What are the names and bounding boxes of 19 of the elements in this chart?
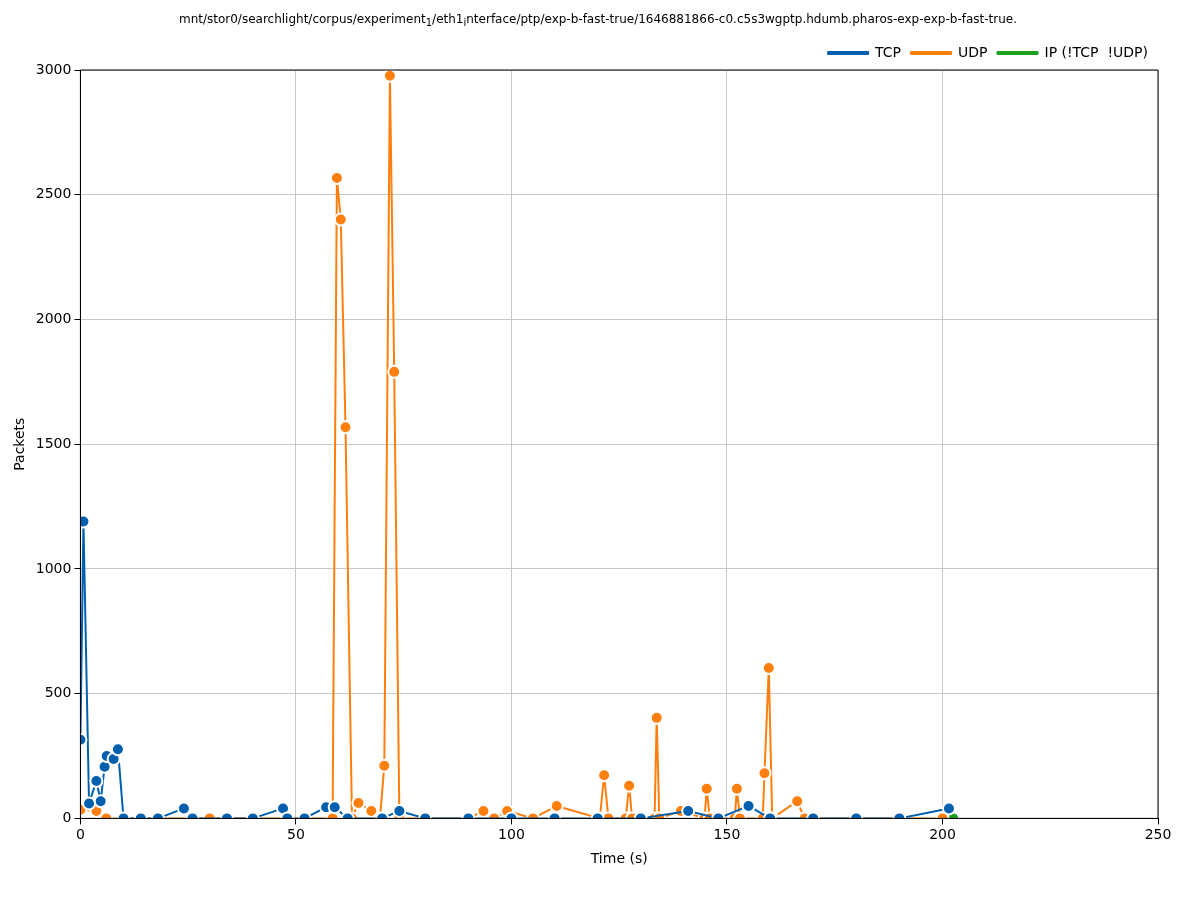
- x-tick-label: 250: [1144, 826, 1172, 843]
- y-tick-label: 1500: [35, 435, 72, 452]
- y-tick-label: 2000: [35, 310, 72, 327]
- x-tick-label: 150: [713, 826, 741, 843]
- x-tick-label: 50: [287, 826, 305, 843]
- x-tick-label: 100: [498, 826, 525, 843]
- chart-title: mnt/stor0/searchlight/corpus/experiment$_{1}$/eth1$_{i}$nterface/ptp/exp-b-fast-true/1646881866-c0.c5s3wgptp.hdumb.pharos-exp-exp-b-fast-true.: [177, 11, 1019, 31]
- y-axis-title: Packets: [11, 418, 28, 472]
- x-axis-title: Time (s): [589, 850, 648, 867]
- legend-label: IP (!TCP !UDP): [1044, 44, 1149, 61]
- y-tick-label: 3000: [35, 61, 72, 78]
- y-tick-label: 1000: [35, 559, 72, 576]
- y-tick-label: 2500: [35, 185, 72, 202]
- x-tick-label: 0: [75, 826, 85, 843]
- legend-label: UDP: [958, 44, 988, 61]
- legend-label: TCP: [874, 44, 902, 61]
- y-tick-label: 500: [44, 684, 72, 701]
- x-tick-label: 200: [929, 826, 956, 843]
- y-tick-label: 0: [62, 809, 72, 826]
